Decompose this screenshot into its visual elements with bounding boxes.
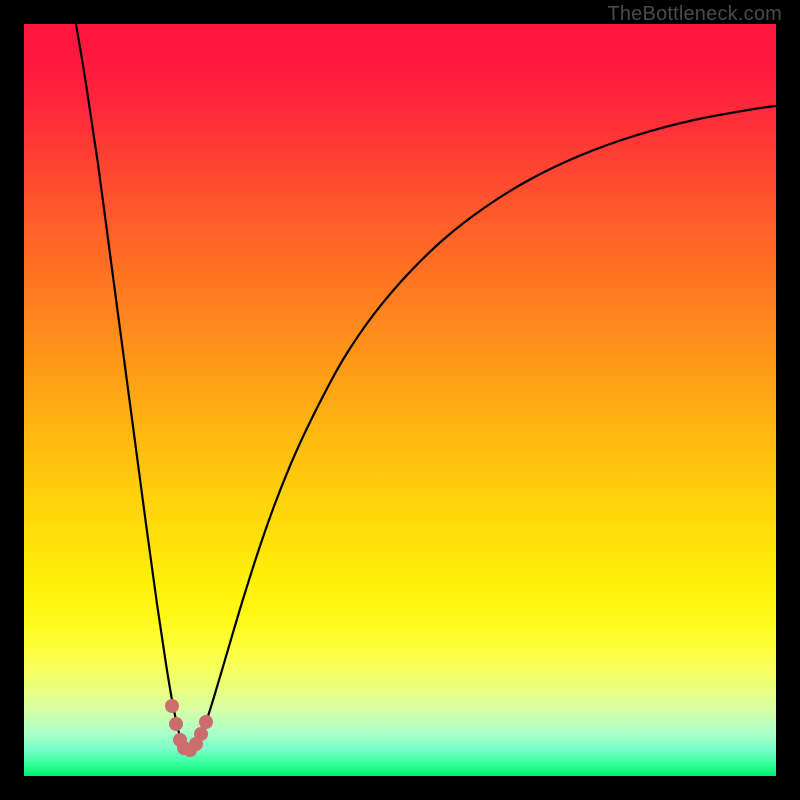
curve-marker — [199, 715, 213, 729]
curve-marker — [194, 727, 208, 741]
watermark-text: TheBottleneck.com — [607, 3, 782, 26]
outer-frame: TheBottleneck.com — [0, 0, 800, 800]
plot-area — [24, 24, 776, 776]
curve-marker — [169, 717, 183, 731]
curve-marker — [165, 699, 179, 713]
bottleneck-curve — [76, 24, 776, 748]
curve-layer — [24, 24, 776, 776]
